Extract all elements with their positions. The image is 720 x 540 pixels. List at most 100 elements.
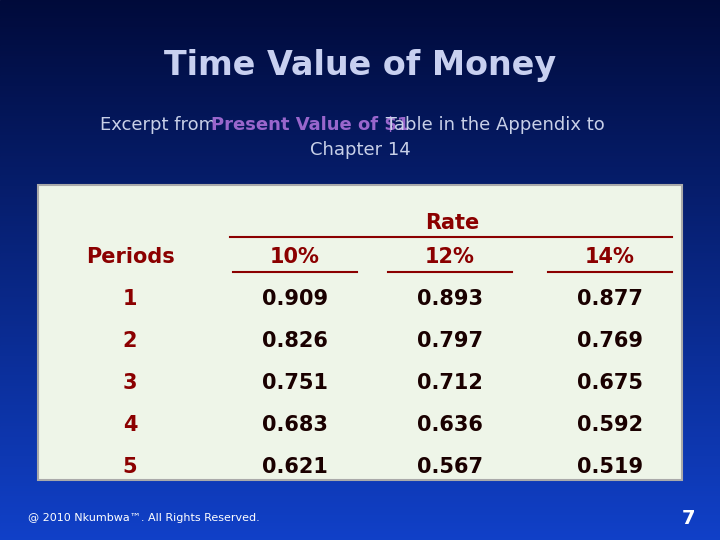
- Bar: [0, 510, 720, 513]
- Bar: [0, 267, 720, 270]
- Bar: [0, 67, 720, 70]
- Bar: [0, 348, 720, 351]
- Text: 4: 4: [122, 415, 138, 435]
- Bar: [0, 199, 720, 202]
- Bar: [0, 145, 720, 149]
- Bar: [0, 251, 720, 254]
- Bar: [0, 372, 720, 375]
- Bar: [0, 437, 720, 440]
- Bar: [0, 283, 720, 286]
- Bar: [0, 97, 720, 100]
- Bar: [0, 434, 720, 437]
- Bar: [0, 70, 720, 73]
- Bar: [0, 421, 720, 424]
- Bar: [0, 53, 720, 57]
- Bar: [0, 386, 720, 389]
- Bar: [0, 464, 720, 467]
- Bar: [0, 132, 720, 135]
- Bar: [0, 175, 720, 178]
- Bar: [0, 178, 720, 181]
- Bar: [0, 342, 720, 346]
- Bar: [0, 391, 720, 394]
- Text: 0.567: 0.567: [417, 457, 483, 477]
- Bar: [0, 332, 720, 335]
- Bar: [0, 218, 720, 221]
- Bar: [0, 537, 720, 540]
- Bar: [0, 237, 720, 240]
- Bar: [0, 153, 720, 157]
- Bar: [0, 161, 720, 165]
- Bar: [0, 415, 720, 418]
- Bar: [0, 261, 720, 265]
- Bar: [0, 194, 720, 197]
- Bar: [0, 8, 720, 11]
- Bar: [0, 5, 720, 8]
- Bar: [0, 172, 720, 176]
- Text: 1: 1: [122, 289, 138, 309]
- Bar: [0, 461, 720, 464]
- Text: 0.769: 0.769: [577, 331, 643, 351]
- Bar: [0, 264, 720, 267]
- Bar: [0, 134, 720, 138]
- Bar: [0, 350, 720, 354]
- Bar: [0, 442, 720, 446]
- Bar: [0, 224, 720, 227]
- Bar: [0, 140, 720, 143]
- Bar: [0, 29, 720, 32]
- Bar: [0, 491, 720, 494]
- Bar: [0, 45, 720, 49]
- Bar: [0, 445, 720, 448]
- Text: 14%: 14%: [585, 247, 635, 267]
- Bar: [0, 259, 720, 262]
- Text: 0.683: 0.683: [262, 415, 328, 435]
- Bar: [0, 483, 720, 486]
- Bar: [0, 515, 720, 518]
- Text: 10%: 10%: [270, 247, 320, 267]
- Bar: [0, 340, 720, 343]
- Bar: [0, 242, 720, 246]
- Bar: [0, 91, 720, 94]
- Bar: [0, 24, 720, 27]
- Text: 2: 2: [122, 331, 138, 351]
- Bar: [0, 107, 720, 111]
- Text: 0.797: 0.797: [417, 331, 483, 351]
- Text: 5: 5: [122, 457, 138, 477]
- Bar: [0, 356, 720, 359]
- Bar: [0, 396, 720, 400]
- Bar: [0, 431, 720, 435]
- Text: 0.519: 0.519: [577, 457, 643, 477]
- Bar: [0, 32, 720, 35]
- Bar: [0, 229, 720, 232]
- Bar: [0, 426, 720, 429]
- Text: Chapter 14: Chapter 14: [310, 141, 410, 159]
- Bar: [0, 367, 720, 370]
- Bar: [0, 99, 720, 103]
- Bar: [0, 89, 720, 92]
- Bar: [0, 294, 720, 297]
- Bar: [0, 448, 720, 451]
- Bar: [0, 72, 720, 76]
- Bar: [0, 124, 720, 127]
- Bar: [0, 361, 720, 365]
- Bar: [0, 375, 720, 378]
- Bar: [0, 388, 720, 392]
- Bar: [0, 353, 720, 356]
- Bar: [0, 188, 720, 192]
- Bar: [0, 278, 720, 281]
- Bar: [0, 521, 720, 524]
- Bar: [0, 496, 720, 500]
- Bar: [0, 323, 720, 327]
- Bar: [0, 213, 720, 216]
- Bar: [0, 10, 720, 14]
- Bar: [0, 329, 720, 332]
- Bar: [0, 477, 720, 481]
- Bar: [0, 418, 720, 421]
- Text: 0.909: 0.909: [262, 289, 328, 309]
- Bar: [0, 377, 720, 381]
- Bar: [0, 269, 720, 273]
- Bar: [0, 21, 720, 24]
- Bar: [0, 226, 720, 230]
- Bar: [0, 529, 720, 532]
- Bar: [0, 191, 720, 194]
- Bar: [0, 326, 720, 329]
